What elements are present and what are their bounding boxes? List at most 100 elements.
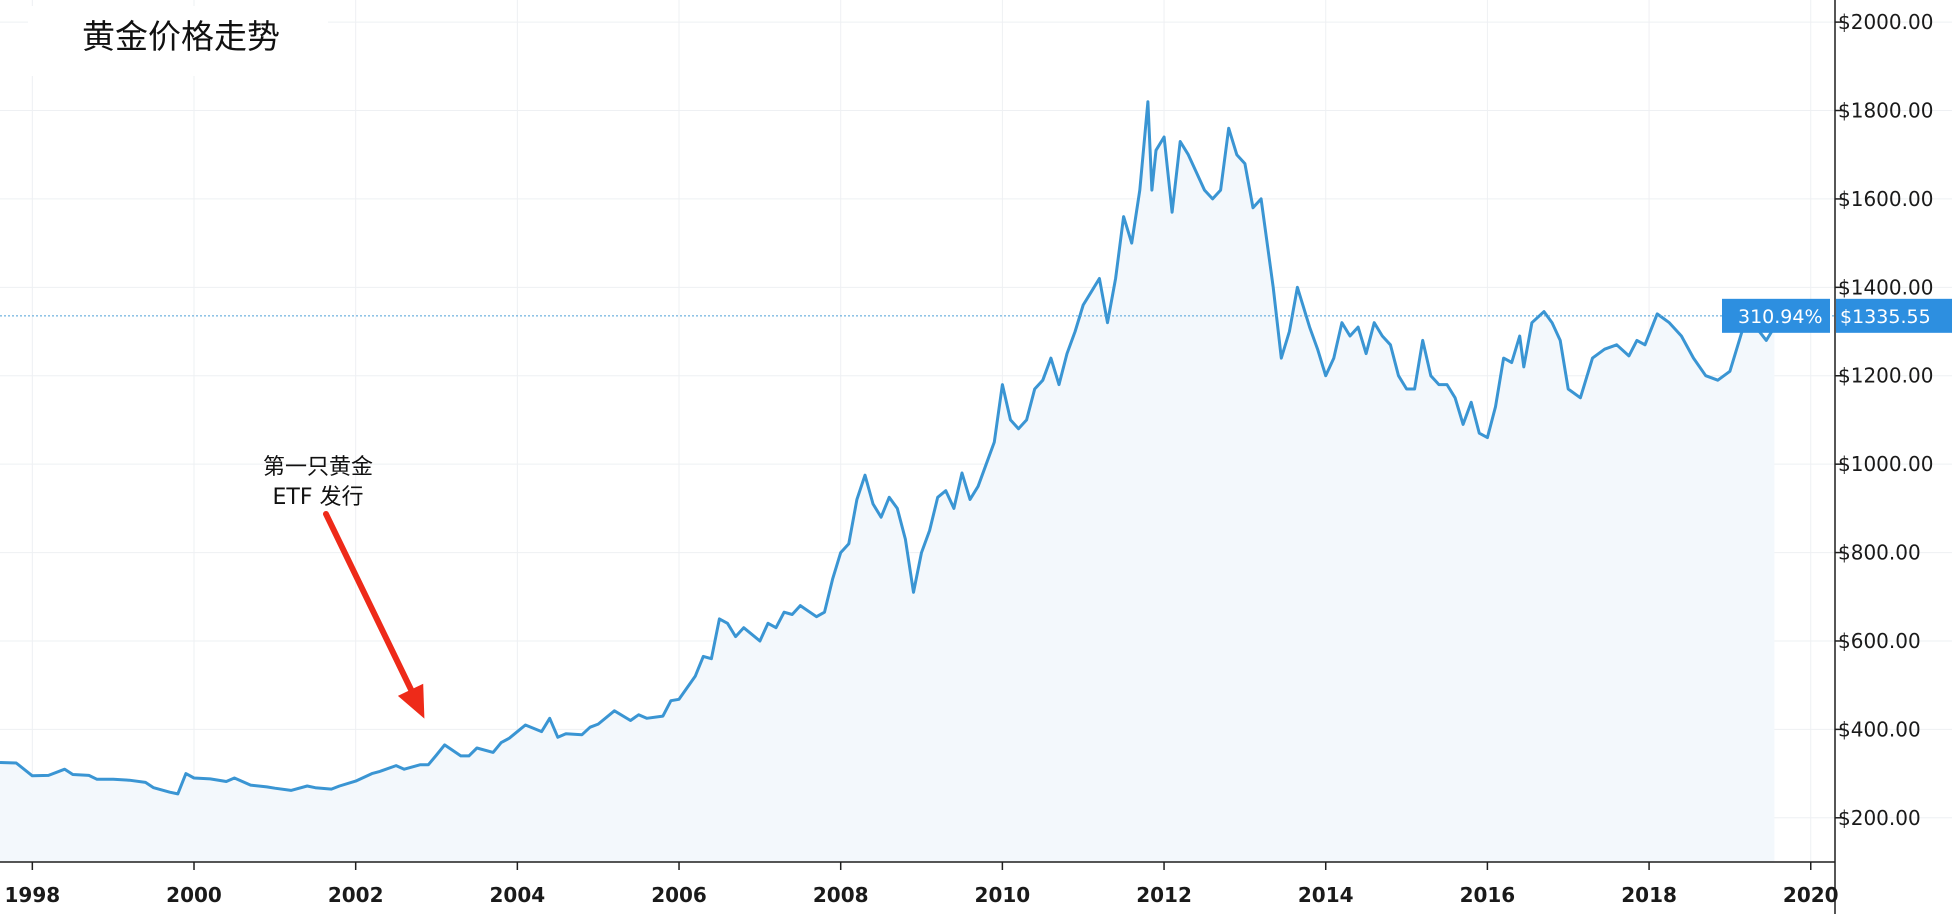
price-point <box>1530 321 1534 325</box>
price-point <box>903 537 907 541</box>
price-point <box>232 776 236 780</box>
price-point <box>1009 418 1013 422</box>
price-point <box>1655 312 1659 316</box>
price-point <box>507 736 511 740</box>
price-point <box>1033 387 1037 391</box>
y-tick-label: $1800.00 <box>1838 99 1933 123</box>
price-point <box>1558 338 1562 342</box>
price-point <box>742 626 746 630</box>
price-point <box>912 590 916 594</box>
price-point <box>443 743 447 747</box>
price-point <box>847 542 851 546</box>
price-point <box>1445 383 1449 387</box>
price-point <box>677 697 681 701</box>
price-point <box>95 777 99 781</box>
price-point <box>1146 100 1150 104</box>
price-point <box>1437 383 1441 387</box>
price-point <box>1356 325 1360 329</box>
price-point <box>928 529 932 533</box>
price-point <box>1049 356 1053 360</box>
price-point <box>1477 431 1481 435</box>
price-point <box>669 699 673 703</box>
chart-title: 黄金价格走势 <box>82 17 280 56</box>
price-point <box>1162 135 1166 139</box>
price-point <box>289 788 293 792</box>
title-background <box>28 6 328 76</box>
price-point <box>1542 310 1546 314</box>
price-point <box>305 784 309 788</box>
price-point <box>839 551 843 555</box>
price-point <box>815 615 819 619</box>
x-tick-label: 2020 <box>1783 883 1839 907</box>
y-tick-label: $600.00 <box>1838 629 1921 653</box>
x-tick-label: 2014 <box>1298 883 1354 907</box>
price-point <box>402 767 406 771</box>
price-point <box>556 735 560 739</box>
y-tick-label: $2000.00 <box>1838 10 1933 34</box>
price-area-fill <box>0 101 1775 862</box>
price-point <box>467 754 471 758</box>
price-point <box>1469 400 1473 404</box>
price-point <box>1227 126 1231 130</box>
x-tick-label: 2018 <box>1621 883 1677 907</box>
price-point <box>717 617 721 621</box>
price-point <box>176 792 180 796</box>
price-point <box>895 506 899 510</box>
price-point <box>936 495 940 499</box>
price-point <box>1219 188 1223 192</box>
price-point <box>1591 356 1595 360</box>
y-tick-label: $1000.00 <box>1838 452 1933 476</box>
price-point <box>1578 396 1582 400</box>
price-point <box>1510 361 1514 365</box>
price-point <box>612 709 616 713</box>
price-point <box>1764 338 1768 342</box>
price-point <box>1332 356 1336 360</box>
y-tick-label: $1200.00 <box>1838 364 1933 388</box>
price-point <box>265 785 269 789</box>
price-point <box>1154 148 1158 152</box>
price-point <box>1364 352 1368 356</box>
price-point <box>329 787 333 791</box>
price-point <box>1413 387 1417 391</box>
price-point <box>1388 343 1392 347</box>
price-point <box>887 495 891 499</box>
price-point <box>1667 321 1671 325</box>
price-point <box>629 719 633 723</box>
price-point <box>645 716 649 720</box>
price-point <box>1251 206 1255 210</box>
price-point <box>426 763 430 767</box>
price-point <box>1635 338 1639 342</box>
price-point <box>758 639 762 643</box>
x-tick-label: 2010 <box>975 883 1031 907</box>
price-point <box>637 713 641 717</box>
price-point <box>774 626 778 630</box>
annotation-label-line2: ETF 发行 <box>273 485 364 510</box>
price-point <box>709 657 713 661</box>
price-point <box>1308 325 1312 329</box>
price-point <box>1522 365 1526 369</box>
price-point <box>418 763 422 767</box>
price-point <box>523 723 527 727</box>
price-point <box>564 732 568 736</box>
price-point <box>1615 343 1619 347</box>
price-point <box>944 489 948 493</box>
price-point <box>798 604 802 608</box>
price-point <box>596 722 600 726</box>
x-tick-label: 1998 <box>4 883 60 907</box>
price-point <box>1461 422 1465 426</box>
price-point <box>855 498 859 502</box>
price-point <box>1057 383 1061 387</box>
price-point <box>968 498 972 502</box>
change-badge-label: 310.94% <box>1738 306 1823 328</box>
x-tick-label: 2002 <box>328 883 384 907</box>
price-point <box>208 777 212 781</box>
price-point <box>144 780 148 784</box>
change-badge <box>1722 298 1830 333</box>
price-point <box>1097 277 1101 281</box>
price-point <box>47 773 51 777</box>
price-point <box>30 774 34 778</box>
price-point <box>1397 374 1401 378</box>
price-point <box>71 773 75 777</box>
price-point <box>1235 153 1239 157</box>
